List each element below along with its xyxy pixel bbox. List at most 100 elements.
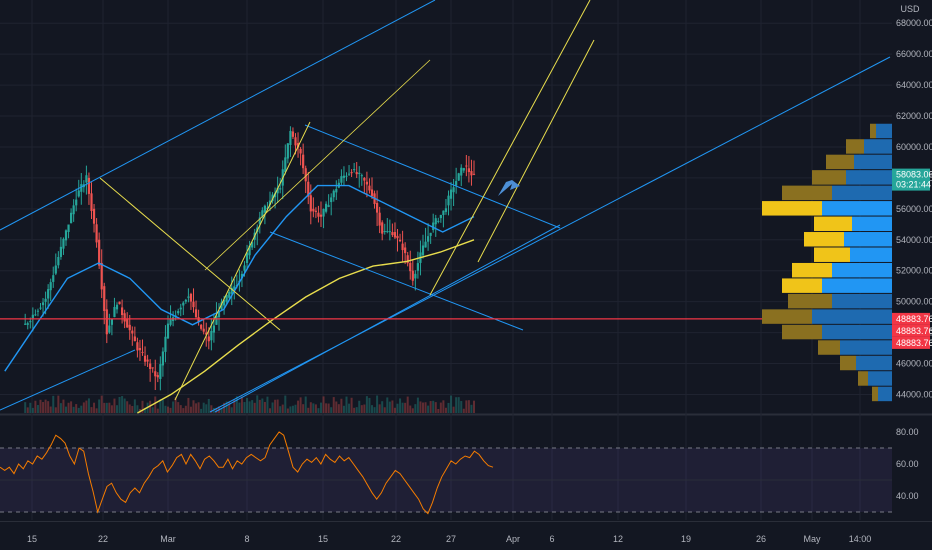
candle-body bbox=[393, 232, 397, 238]
up-arrow-icon[interactable] bbox=[498, 180, 520, 196]
volume-bar bbox=[304, 396, 307, 413]
candle-body bbox=[381, 222, 384, 234]
volume-bar bbox=[47, 401, 50, 413]
volume-bar bbox=[291, 405, 294, 413]
volume-bar bbox=[182, 408, 185, 413]
candle-body bbox=[169, 319, 172, 325]
volume-bar bbox=[294, 404, 297, 413]
candle-body bbox=[192, 301, 195, 308]
volume-bar bbox=[174, 397, 177, 413]
volume-bar bbox=[220, 408, 223, 413]
volume-bar bbox=[243, 402, 246, 413]
volume-profile-bar-buy bbox=[864, 139, 892, 154]
volume-bar bbox=[330, 407, 333, 413]
price-level-tag[interactable] bbox=[892, 312, 930, 325]
volume-bar bbox=[161, 399, 164, 413]
rsi-tick-label: 60.00 bbox=[896, 459, 919, 469]
volume-bar bbox=[419, 401, 422, 413]
support-line-left[interactable] bbox=[99, 177, 281, 331]
volume-bar bbox=[151, 407, 154, 413]
candle-body bbox=[47, 289, 50, 299]
volume-bar bbox=[49, 406, 52, 413]
candle-body bbox=[248, 245, 251, 256]
volume-profile-bar-buy bbox=[822, 278, 892, 293]
candle-body bbox=[416, 263, 419, 271]
candle-body bbox=[370, 189, 374, 196]
volume-profile-bar-sell bbox=[812, 170, 846, 185]
candle-body bbox=[228, 291, 231, 298]
volume-bar bbox=[414, 404, 417, 413]
price-tick-label: 54000.00 bbox=[896, 235, 932, 245]
channel-lower-line[interactable] bbox=[0, 349, 136, 411]
candle-body bbox=[291, 131, 295, 137]
volume-bar bbox=[159, 399, 162, 413]
candle-body bbox=[309, 195, 312, 212]
volume-bar bbox=[62, 399, 65, 413]
volume-bar bbox=[457, 397, 460, 413]
candle-body bbox=[59, 246, 62, 257]
candle-body bbox=[284, 157, 287, 173]
candle-body bbox=[34, 314, 37, 316]
candle-body bbox=[184, 299, 187, 302]
candle-body bbox=[44, 298, 47, 302]
price-tick-label: 56000.00 bbox=[896, 204, 932, 214]
last-price-tag bbox=[892, 168, 930, 191]
candle-body bbox=[460, 167, 463, 176]
candle-body bbox=[70, 212, 73, 224]
volume-bar bbox=[302, 404, 305, 413]
descending-line-upper[interactable] bbox=[304, 124, 561, 229]
volume-bar bbox=[465, 400, 468, 413]
candle-body bbox=[299, 148, 302, 154]
candle-body bbox=[355, 172, 358, 175]
level-tag-label: 48883.76 bbox=[896, 338, 932, 348]
wedge-line-1[interactable] bbox=[429, 0, 591, 296]
candle-body bbox=[465, 165, 468, 167]
volume-bar bbox=[353, 407, 356, 413]
volume-bar bbox=[358, 400, 361, 413]
candle-body bbox=[251, 242, 254, 248]
volume-bar bbox=[172, 401, 175, 413]
candle-body bbox=[123, 313, 126, 322]
candle-body bbox=[363, 177, 366, 181]
candle-body bbox=[212, 325, 215, 333]
volume-bar bbox=[284, 395, 287, 413]
candle-body bbox=[317, 212, 320, 217]
time-tick-label: 15 bbox=[27, 534, 37, 544]
descending-line-lower[interactable] bbox=[269, 231, 524, 331]
candle-body bbox=[57, 256, 60, 266]
volume-bar bbox=[335, 401, 338, 413]
candle-body bbox=[437, 220, 440, 222]
volume-bar bbox=[126, 401, 129, 413]
volume-bar bbox=[429, 401, 432, 413]
support-line-mid[interactable] bbox=[174, 121, 311, 401]
volume-bar bbox=[368, 397, 371, 413]
volume-bar bbox=[29, 402, 32, 413]
volume-bar bbox=[442, 400, 445, 413]
candle-body bbox=[159, 364, 162, 379]
volume-bar bbox=[42, 402, 45, 413]
volume-bar bbox=[439, 402, 442, 413]
volume-profile-bar-sell bbox=[818, 340, 840, 355]
volume-bar bbox=[444, 407, 447, 413]
candle-body bbox=[376, 203, 379, 213]
channel-mid-line[interactable] bbox=[209, 56, 891, 413]
volume-bar bbox=[116, 405, 118, 413]
volume-bar bbox=[383, 407, 386, 413]
currency-label: USD bbox=[900, 4, 920, 14]
volume-bar bbox=[269, 408, 271, 413]
volume-bar bbox=[307, 407, 310, 413]
channel-upper-line[interactable] bbox=[0, 0, 436, 231]
price-tick-label: 64000.00 bbox=[896, 80, 932, 90]
candle-body bbox=[261, 210, 264, 217]
candle-body bbox=[271, 194, 274, 202]
wedge-line-3[interactable] bbox=[204, 59, 431, 271]
volume-bar bbox=[202, 402, 205, 413]
volume-bar bbox=[110, 405, 113, 413]
wedge-line-2[interactable] bbox=[477, 39, 595, 263]
candle-body bbox=[439, 214, 442, 219]
volume-bar bbox=[87, 398, 90, 413]
candle-body bbox=[182, 302, 185, 306]
candle-body bbox=[138, 348, 142, 351]
volume-bar bbox=[276, 399, 279, 413]
volume-bar bbox=[200, 408, 203, 413]
